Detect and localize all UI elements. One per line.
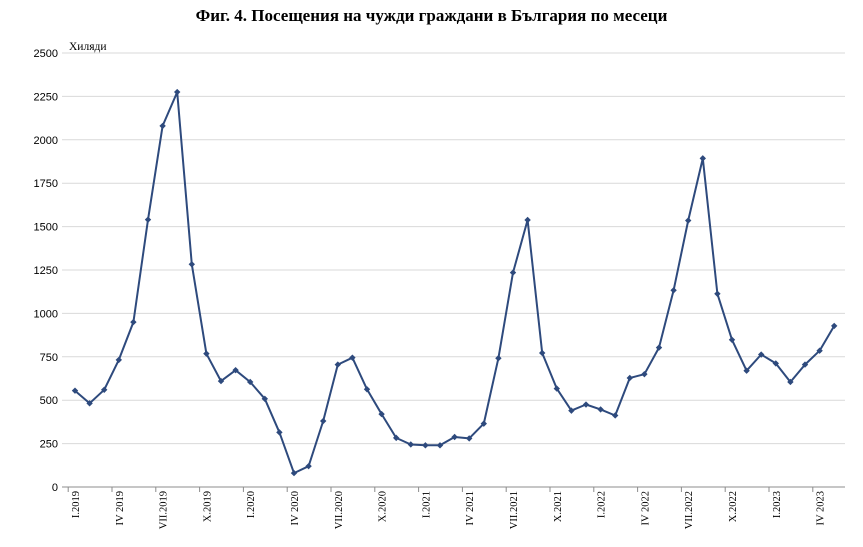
data-point xyxy=(203,350,210,357)
y-tick-label: 2500 xyxy=(34,48,58,60)
y-unit-label: Хиляди xyxy=(69,41,107,53)
data-point xyxy=(495,354,502,362)
x-tick-label: X.2022 xyxy=(728,491,739,522)
data-point xyxy=(758,351,765,358)
y-tick-label: 500 xyxy=(40,395,58,407)
x-axis: I.2019 IV 2019 VII.2019 X.2019 I.2020 IV 2020… xyxy=(62,486,845,529)
x-tick-label: X.2019 xyxy=(202,491,213,522)
data-point xyxy=(159,122,166,130)
series-layer xyxy=(71,88,838,477)
data-point xyxy=(831,322,838,330)
x-tick-label: IV 2022 xyxy=(640,491,651,526)
y-tick-label: 1500 xyxy=(34,222,58,234)
y-tick-label: 250 xyxy=(40,439,58,451)
data-point xyxy=(261,395,268,403)
y-tick-label: 0 xyxy=(52,482,58,494)
x-tick-label: IV 2019 xyxy=(115,491,126,526)
x-tick-label: I.2020 xyxy=(246,491,257,518)
chart-title: Фиг. 4. Посещения на чужди граждани в Бъ… xyxy=(195,6,668,25)
data-point xyxy=(247,378,254,386)
data-point xyxy=(71,387,79,394)
x-tick-label: I.2019 xyxy=(71,491,82,518)
series-line xyxy=(74,91,836,475)
y-tick-label: 1250 xyxy=(34,265,58,277)
data-point xyxy=(378,410,385,418)
x-tick-label: VII.2021 xyxy=(509,491,520,529)
x-tick-label: VII.2019 xyxy=(159,491,170,529)
data-point xyxy=(232,366,239,374)
data-point xyxy=(115,356,122,364)
data-point xyxy=(699,155,706,162)
data-point xyxy=(553,385,560,392)
data-point xyxy=(728,336,736,343)
data-point xyxy=(290,469,298,477)
y-tick-label: 1750 xyxy=(34,178,58,190)
y-tick-label: 2000 xyxy=(34,135,58,147)
data-point xyxy=(801,361,809,368)
y-tick-label: 750 xyxy=(40,352,58,364)
data-point xyxy=(509,269,517,276)
data-point xyxy=(217,377,225,385)
data-point xyxy=(641,370,648,378)
x-tick-label: X.2021 xyxy=(553,491,564,522)
data-point xyxy=(772,360,779,367)
x-tick-label: I.2022 xyxy=(597,491,608,518)
data-point xyxy=(714,290,721,297)
x-tick-label: I.2023 xyxy=(772,491,783,518)
data-point xyxy=(626,374,633,382)
y-tick-label: 2250 xyxy=(34,91,58,103)
data-point xyxy=(582,401,590,408)
data-point xyxy=(539,349,546,357)
data-point xyxy=(480,420,487,427)
data-point xyxy=(393,434,400,442)
data-point xyxy=(86,400,93,407)
data-point xyxy=(144,216,152,223)
data-point xyxy=(363,386,371,393)
data-point xyxy=(612,412,619,419)
x-tick-label: X.2020 xyxy=(378,491,389,522)
gridlines xyxy=(62,52,845,445)
x-tick-label: VII.2022 xyxy=(684,491,695,529)
data-point xyxy=(466,435,473,442)
data-point xyxy=(685,217,692,224)
data-point xyxy=(451,433,458,441)
x-tick-label: I.2021 xyxy=(421,491,432,518)
data-point xyxy=(407,441,414,448)
data-point xyxy=(787,378,794,386)
x-tick-label: IV 2021 xyxy=(465,491,476,526)
data-point xyxy=(130,318,137,326)
x-tick-label: IV 2020 xyxy=(290,491,301,526)
x-tick-label: IV 2023 xyxy=(816,491,827,526)
data-point xyxy=(188,261,195,268)
x-tick-label: VII.2020 xyxy=(334,491,345,529)
data-point xyxy=(422,442,429,449)
data-point xyxy=(174,88,181,96)
data-point xyxy=(655,344,663,351)
y-tick-label: 1000 xyxy=(34,308,58,320)
data-point xyxy=(334,361,341,368)
data-point xyxy=(524,216,531,224)
data-point xyxy=(276,429,283,436)
data-point xyxy=(305,462,312,470)
data-point xyxy=(568,407,575,414)
data-point xyxy=(743,367,750,374)
y-axis-ticks: 0 250 500 750 1000 1250 1500 1750 2000 2250 2500 xyxy=(34,48,58,494)
data-point xyxy=(597,406,604,413)
data-point xyxy=(670,287,677,294)
data-point xyxy=(349,354,356,361)
data-point xyxy=(320,417,327,425)
data-point xyxy=(816,347,823,354)
data-point xyxy=(101,386,108,393)
data-point xyxy=(436,442,444,449)
